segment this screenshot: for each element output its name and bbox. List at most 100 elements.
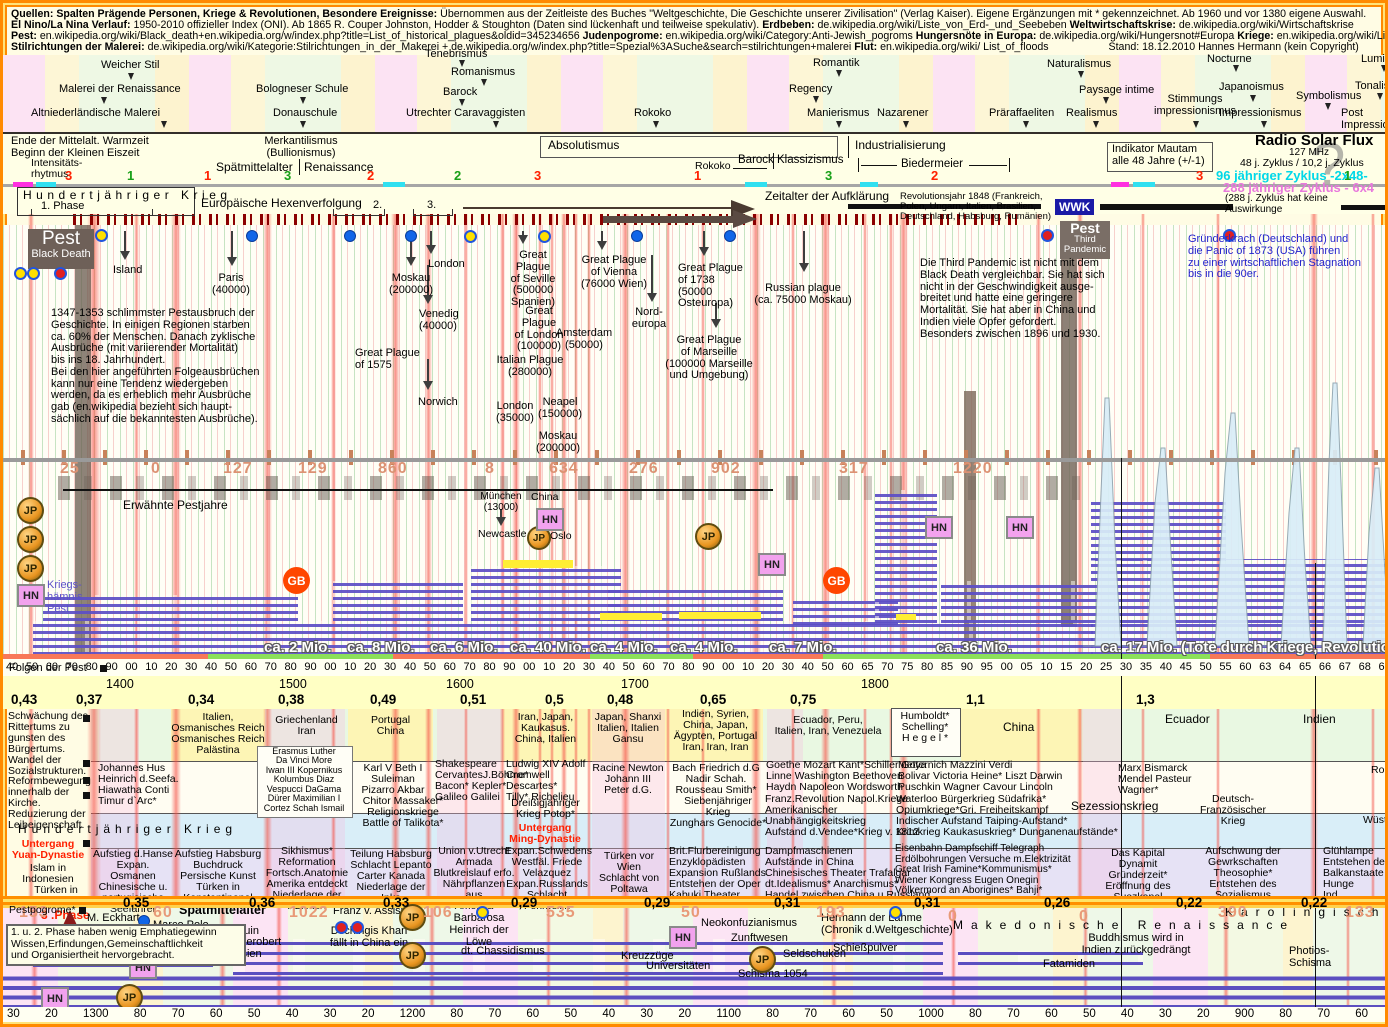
pest-stripe	[464, 214, 468, 900]
pest-stripe	[1036, 214, 1041, 900]
sidebar-note: Reformbewegung innerhalb der Kirche.	[8, 775, 91, 810]
jp-badge: JP	[695, 523, 722, 550]
down-arrow-icon	[903, 121, 909, 131]
hundred-years-war-label: Hundertjähriger Krieg	[23, 188, 232, 202]
art-label: Post Impressionismus	[1341, 107, 1388, 131]
flood-dot	[464, 230, 477, 243]
pest-year-count: 902	[711, 460, 741, 477]
rhythm-number: 3	[825, 168, 833, 183]
art-label: Barock	[443, 86, 478, 98]
outbreak-arrow	[423, 265, 433, 304]
pest-year-count: 106	[423, 904, 453, 921]
pest-ratio: 0,75	[790, 692, 817, 707]
down-arrow-icon	[813, 96, 819, 106]
pest-ratio: 0,65	[700, 692, 727, 707]
pest-year-count: 8	[485, 460, 495, 477]
pest-year-count: 50	[681, 904, 701, 921]
art-label: Symbolismus	[1296, 90, 1362, 102]
pest-stripe	[500, 214, 505, 900]
pest-year-count: 60	[153, 904, 173, 921]
header-line-1: Quellen: Spalten Prägende Personen, Krie…	[11, 8, 1367, 20]
events-cell: Türken vor Wien Schlacht von Poltawa	[598, 850, 660, 896]
deaths-label: ca. 4 Mio.	[590, 639, 658, 656]
pest-stripe	[621, 214, 630, 900]
plague-label: Island	[113, 264, 143, 276]
plague-label: Moskau (200000)	[535, 430, 581, 454]
events-cell: Glühlampe Entstehen de Balkanstaate Hung…	[1323, 845, 1385, 900]
event-label: Neokonfuzianismus	[701, 917, 797, 929]
plague-label: Great Plague of Seville (500000 Spanien)	[510, 249, 556, 309]
epoch-label: Karolingisch	[1225, 905, 1387, 919]
century-label: 1700	[621, 677, 649, 691]
mautam-indicator-label: Indikator Mautam alle 48 Jahre (+/-1)	[1112, 143, 1205, 167]
wars-row	[91, 813, 1385, 849]
famine-cell: Iran, Japan, Kaukasus. China, Italien	[514, 711, 577, 746]
art-band-background	[3, 55, 1385, 133]
outbreak-arrow	[406, 231, 416, 266]
cycle-288-note: (288 j. Zyklus hat keine Auswirkunge	[1225, 193, 1328, 215]
black-death-column	[75, 225, 91, 655]
black-death-note: 1347-1353 schlimmster Pestausbruch der G…	[51, 307, 260, 425]
art-label: Impressionismus	[1219, 107, 1302, 119]
down-arrow-icon	[1381, 65, 1385, 75]
gruenderkrach-note: Gründerkrach (Deutschland) und die Panic…	[1188, 233, 1362, 281]
pest-stripe	[666, 214, 670, 900]
famine-cell: Italien, Osmanisches Reich Osmanisches R…	[171, 711, 265, 757]
deaths-label: ca. 8 Mio.	[347, 639, 415, 656]
flood-dot	[27, 267, 40, 280]
wars-cell: Waterloo Bürgerkrieg Südafrika* Opiumkri…	[896, 793, 1118, 839]
pest-year-count: 390	[1218, 904, 1248, 921]
plague-label: Great Plague of 1575	[355, 347, 420, 371]
black-death-box: Pest Black Death	[28, 229, 94, 269]
jp-badge: JP	[17, 555, 44, 582]
marker-square	[83, 777, 90, 784]
cycle-288-label: 288 jähriger Zyklus - 6x4	[1223, 180, 1375, 195]
epoch-band-background	[3, 134, 1385, 214]
intensity-rhythm-label: Intensitäts- rhytmus	[31, 157, 83, 181]
wars-cell: Chitor Massaker* Religionskriege Battle …	[362, 795, 444, 830]
marker-square	[83, 840, 90, 847]
plague-label: Moskau (200000)	[388, 272, 434, 296]
sidebar-note: Islam in Indonesien	[22, 862, 74, 886]
rhythm-number: 2	[367, 168, 375, 183]
pest-ratio: 0,33	[383, 895, 410, 910]
rhythm-number: 3	[65, 168, 73, 183]
deaths-label: ca. 17 Mio. (Tote durch Kriege, Revoluti…	[1101, 639, 1385, 656]
enlightenment-label: Zeitalter der Aufklärung	[765, 189, 890, 203]
famine-cell-bg	[348, 709, 433, 761]
flood-dot	[246, 230, 258, 242]
pest-ratio: 0,29	[644, 895, 671, 910]
war-histogram	[941, 581, 1091, 623]
hn-badge: HN	[536, 508, 564, 531]
persons-cell: Metternich Mazzini Verdi Bolivar Victori…	[898, 759, 1063, 794]
third-pandemic-note: Die Third Pandemic ist nicht mit dem Bla…	[920, 257, 1105, 340]
marker-square	[83, 760, 90, 767]
persons-cell: Karl V Beth I Suleiman Pizarro Akbar	[361, 762, 425, 797]
hn-badge: HN	[41, 987, 69, 1010]
sidebar-note: Pestpogrome*	[9, 904, 76, 916]
radio-frequency-label: 127 MHz	[1289, 147, 1330, 158]
outbreak-arrow	[711, 303, 721, 328]
cycle-96-label: 96 jähriger Zyklus -2x48-	[1216, 168, 1368, 183]
pest-stripe	[561, 214, 567, 900]
art-label: Präraffaeliten	[989, 107, 1055, 119]
plague-label: Russian plague (ca. 75000 Moskau)	[754, 282, 852, 306]
art-label: Romanismus	[451, 66, 516, 78]
epoch-rokoko: Rokoko	[695, 160, 731, 172]
outbreak-arrow	[647, 255, 657, 302]
epoch-klassizismus: Klassizismus	[777, 154, 844, 166]
el-nino-strip	[393, 654, 590, 661]
event-label: Universitäten	[646, 960, 711, 972]
down-arrow-icon	[836, 70, 842, 80]
bottom-histogram	[958, 951, 1143, 965]
legend-square	[100, 665, 107, 672]
pest-ratio: 0,35	[123, 895, 150, 910]
pest-stripe	[331, 214, 336, 900]
pest-ratio: 0,37	[76, 692, 103, 707]
plague-label: Great Plague of Vienna (76000 Wien)	[580, 254, 648, 290]
header-line-3: Pest: en.wikipedia.org/wiki/Black_death+…	[11, 30, 1388, 42]
famine-cell: Indien, Syrien, China, Japan, Ägypten, P…	[673, 708, 758, 754]
persons-cell: Johannes Hus Heinrich d.Seefa. Hiawatha …	[98, 762, 179, 808]
flood-dot	[351, 921, 364, 934]
el-nino-strip	[1210, 654, 1385, 661]
